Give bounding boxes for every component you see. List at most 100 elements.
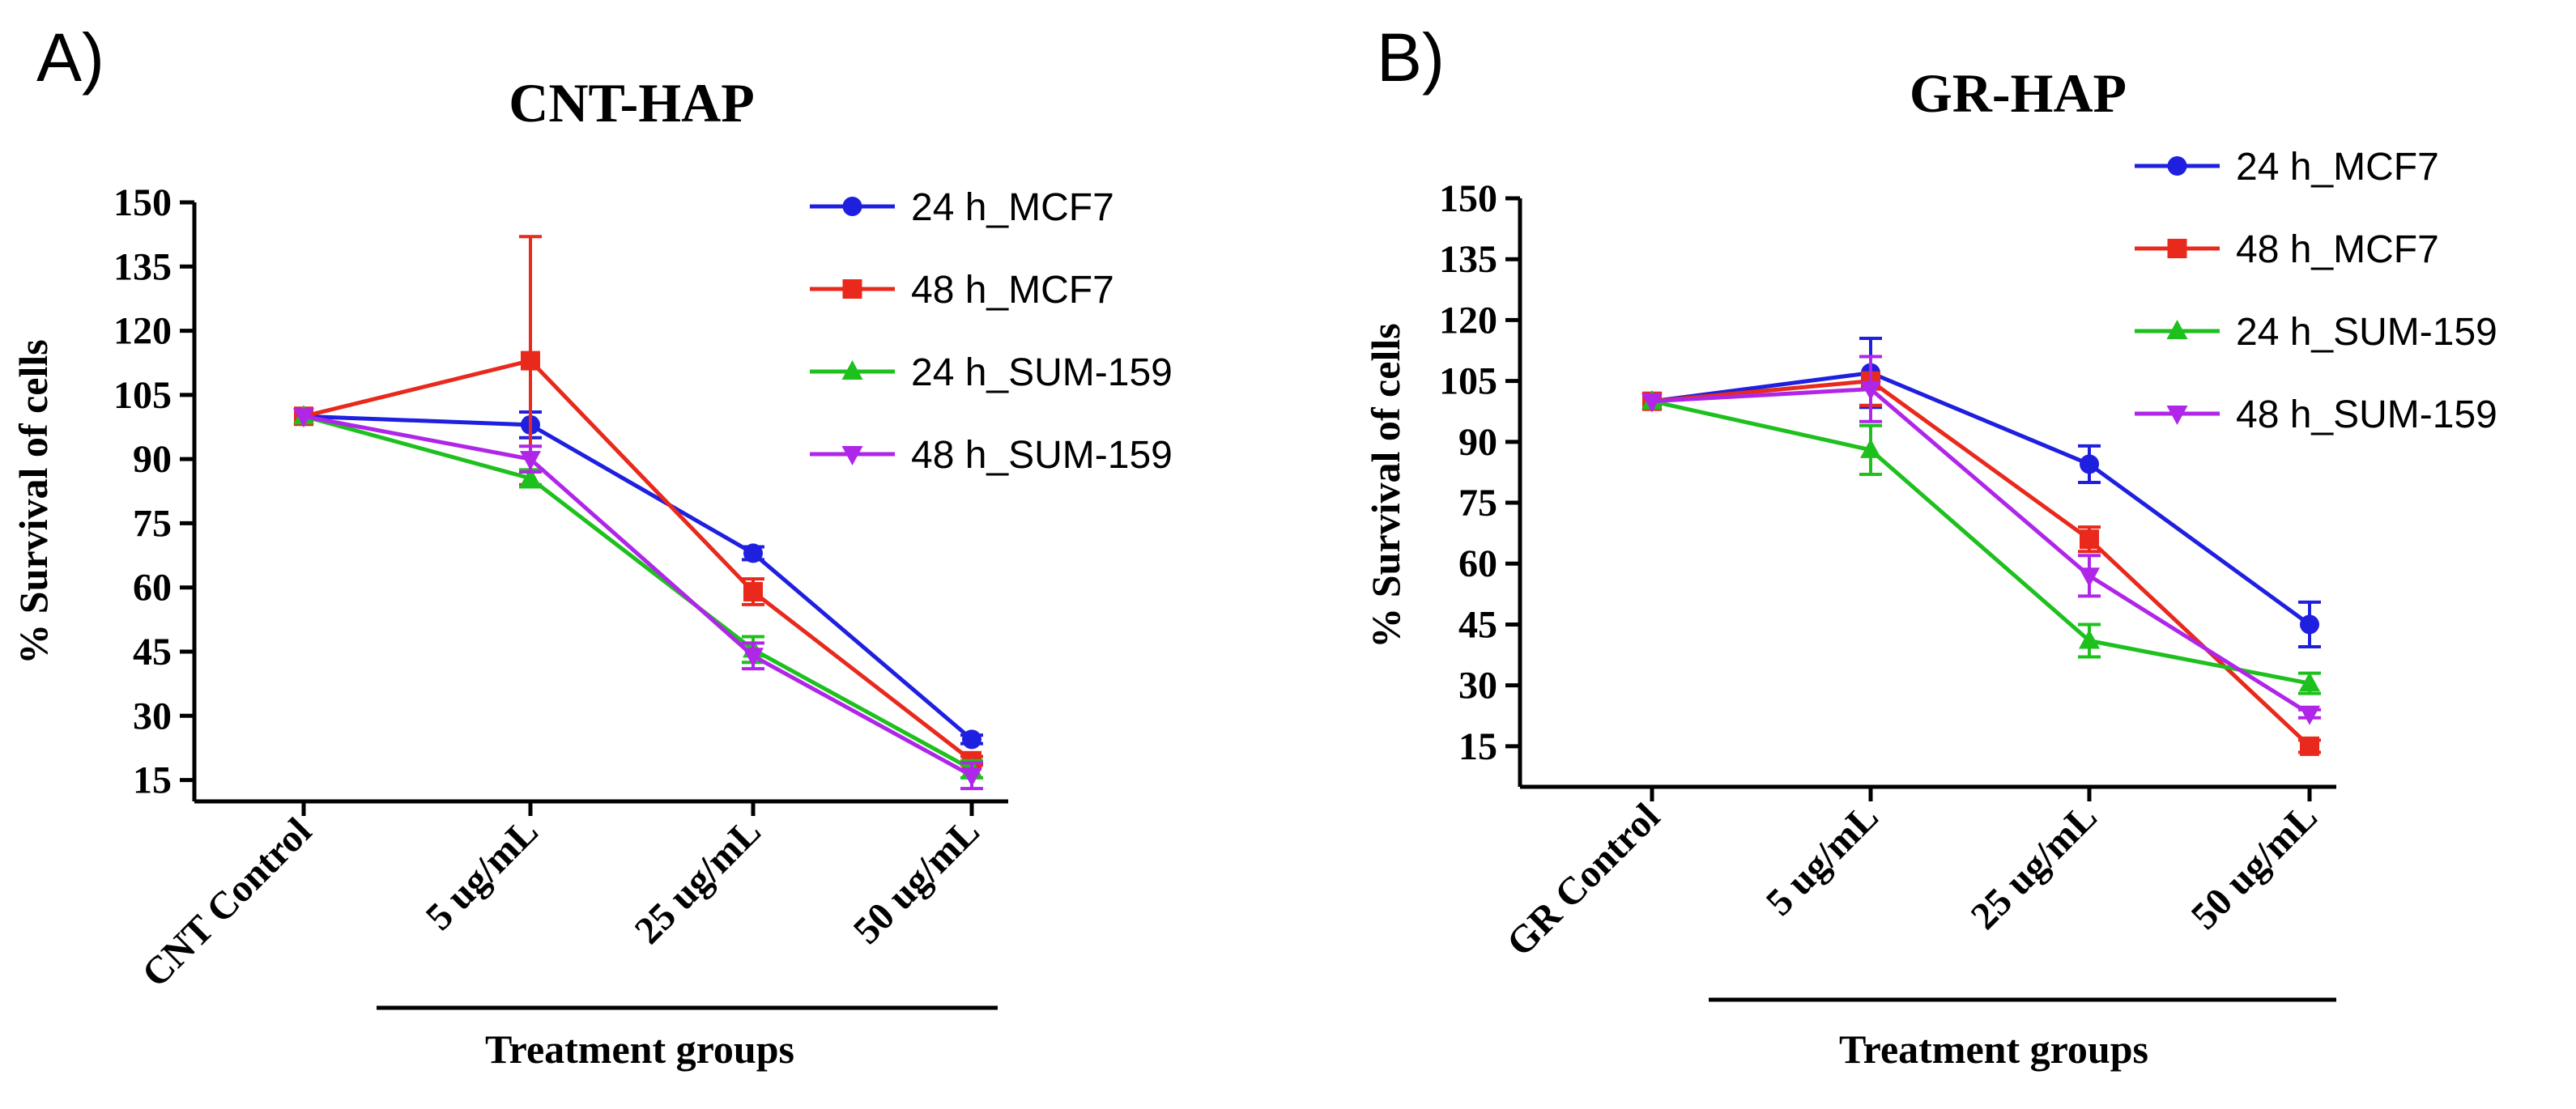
x-axis-title: Treatment groups — [485, 1026, 794, 1072]
y-tick-label: 60 — [133, 567, 172, 610]
legend-label: 24 h_SUM-159 — [2236, 311, 2497, 354]
data-point — [841, 446, 863, 465]
legend-item: 48 h_SUM-159 — [810, 434, 1173, 477]
y-ticks: 15 30 45 60 75 90 105 120 135 150 — [113, 181, 194, 802]
y-tick-label: 15 — [1458, 725, 1497, 768]
series-line — [1651, 399, 2310, 686]
x-tick-label: 25 ug/mL — [627, 809, 769, 952]
data-point — [2300, 736, 2319, 756]
series-line — [1651, 379, 2311, 748]
chart-panel-b: B) GR-HAP % Survival of cells 15 30 45 60 75… — [1363, 19, 2497, 1072]
legend: 24 h_MCF7 48 h_MCF7 24 h_SUM-159 48 h_SUM-1… — [2135, 146, 2497, 436]
series-line — [303, 414, 973, 771]
y-tick-label: 150 — [1439, 177, 1497, 220]
legend-label: 24 h_MCF7 — [911, 186, 1114, 229]
y-tick-label: 30 — [1458, 665, 1497, 707]
data-point — [962, 729, 981, 750]
y-axis-title: % Survival of cells — [1363, 323, 1408, 648]
x-axis-title: Treatment groups — [1839, 1026, 2148, 1072]
x-tick-label: GR Control — [1498, 795, 1667, 964]
x-tick-label: 25 ug/mL — [1963, 795, 2106, 937]
data-point — [961, 767, 982, 788]
series-24 h_MCF7 — [294, 406, 983, 750]
series-layer — [1641, 336, 2321, 756]
series-48 h_SUM-159 — [1641, 355, 2321, 725]
x-tick-label: 5 ug/mL — [418, 809, 547, 938]
y-tick-label: 60 — [1458, 542, 1497, 585]
series-layer — [293, 235, 983, 791]
data-point — [520, 466, 541, 487]
data-point — [842, 197, 862, 216]
data-point — [520, 451, 541, 471]
data-point — [2079, 629, 2100, 649]
data-point — [2166, 320, 2188, 339]
legend-label: 48 h_SUM-159 — [911, 434, 1173, 477]
data-point — [743, 648, 764, 668]
data-point — [2300, 614, 2319, 635]
data-point — [1641, 393, 1663, 413]
series-line — [303, 358, 973, 763]
chart-title: GR-HAP — [1910, 62, 2127, 124]
data-point — [2080, 529, 2099, 550]
y-tick-label: 120 — [1439, 299, 1497, 342]
panel-label: A) — [36, 19, 104, 96]
data-point — [2167, 156, 2187, 176]
y-tick-label: 75 — [1458, 482, 1497, 525]
y-tick-label: 135 — [113, 245, 172, 288]
series-24 h_SUM-159 — [293, 405, 983, 780]
data-point — [841, 360, 863, 380]
chart-title: CNT-HAP — [509, 72, 755, 134]
y-tick-label: 150 — [113, 181, 172, 224]
y-tick-label: 135 — [1439, 238, 1497, 281]
y-tick-label: 45 — [1458, 603, 1497, 646]
series-24 h_MCF7 — [1642, 336, 2321, 649]
data-point — [2167, 239, 2187, 258]
y-tick-label: 120 — [113, 310, 172, 353]
y-tick-label: 30 — [133, 695, 172, 737]
series-line — [1651, 387, 2311, 716]
legend-item: 24 h_SUM-159 — [810, 351, 1173, 394]
series-line — [1651, 371, 2311, 627]
x-ticks: CNT Control 5 ug/mL 25 ug/mL 50 ug/mL — [134, 801, 988, 996]
series-24 h_SUM-159 — [1641, 389, 2321, 695]
data-point — [2299, 705, 2320, 725]
legend-item: 48 h_MCF7 — [810, 269, 1114, 312]
y-tick-label: 105 — [1439, 360, 1497, 403]
y-ticks: 15 30 45 60 75 90 105 120 135 150 — [1439, 177, 1520, 768]
legend-item: 24 h_MCF7 — [2135, 146, 2439, 189]
y-tick-label: 105 — [113, 374, 172, 417]
legend-label: 48 h_SUM-159 — [2236, 393, 2497, 436]
data-point — [2080, 454, 2099, 474]
data-point — [2166, 406, 2188, 425]
series-line — [303, 414, 973, 778]
series-48 h_SUM-159 — [293, 408, 983, 791]
legend-label: 48 h_MCF7 — [2236, 228, 2439, 271]
y-axis-title: % Survival of cells — [11, 339, 56, 664]
data-point — [293, 408, 314, 428]
data-point — [842, 279, 862, 299]
panel-label: B) — [1377, 19, 1445, 96]
legend-item: 24 h_SUM-159 — [2135, 311, 2497, 354]
y-tick-label: 75 — [133, 502, 172, 545]
data-point — [1860, 380, 1881, 401]
x-ticks: GR Control 5 ug/mL 25 ug/mL 50 ug/mL — [1498, 787, 2326, 965]
legend-item: 48 h_SUM-159 — [2135, 393, 2497, 436]
data-point — [743, 582, 763, 601]
series-48 h_MCF7 — [294, 235, 983, 771]
x-tick-label: CNT Control — [134, 809, 320, 996]
y-tick-label: 45 — [133, 631, 172, 673]
data-point — [1860, 438, 1881, 458]
x-tick-label: 50 ug/mL — [845, 809, 988, 952]
data-point — [521, 351, 540, 371]
legend: 24 h_MCF7 48 h_MCF7 24 h_SUM-159 48 h_SUM-1… — [810, 186, 1173, 477]
data-point — [743, 543, 763, 563]
legend-item: 48 h_MCF7 — [2135, 228, 2439, 271]
legend-label: 24 h_MCF7 — [2236, 146, 2439, 189]
legend-item: 24 h_MCF7 — [810, 186, 1114, 229]
y-tick-label: 15 — [133, 759, 172, 802]
data-point — [2079, 567, 2100, 588]
y-tick-label: 90 — [1458, 421, 1497, 464]
chart-panel-a: A) CNT-HAP % Survival of cells 15 30 45 60 7… — [11, 19, 1173, 1072]
y-tick-label: 90 — [133, 438, 172, 481]
